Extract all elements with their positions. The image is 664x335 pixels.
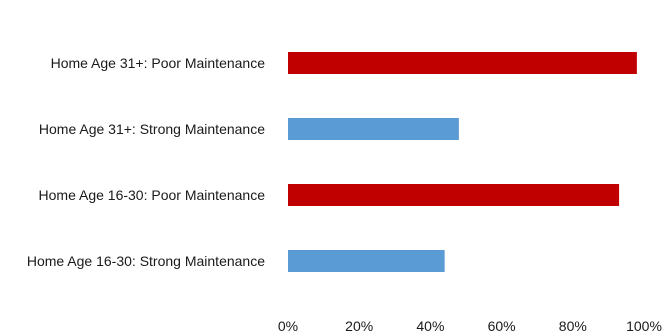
bars-group <box>288 52 637 272</box>
x-tick-label-60pct: 60% <box>488 318 516 334</box>
bar-4 <box>288 250 445 272</box>
bar-1 <box>288 52 637 74</box>
category-label-3: Home Age 16-30: Poor Maintenance <box>39 187 266 203</box>
x-tick-label-100pct: 100% <box>626 318 662 334</box>
category-label-1: Home Age 31+: Poor Maintenance <box>51 55 266 71</box>
category-label-4: Home Age 16-30: Strong Maintenance <box>27 253 265 269</box>
category-labels: Home Age 31+: Poor Maintenance Home Age 3… <box>27 55 265 269</box>
bar-2 <box>288 118 459 140</box>
x-tick-label-80pct: 80% <box>559 318 587 334</box>
x-tick-label-40pct: 40% <box>416 318 444 334</box>
x-axis-tick-labels: 0% 20% 40% 60% 80% 100% <box>278 318 662 334</box>
bar-3 <box>288 184 620 206</box>
category-label-2: Home Age 31+: Strong Maintenance <box>39 121 265 137</box>
x-tick-label-0pct: 0% <box>278 318 298 334</box>
x-tick-label-20pct: 20% <box>345 318 373 334</box>
